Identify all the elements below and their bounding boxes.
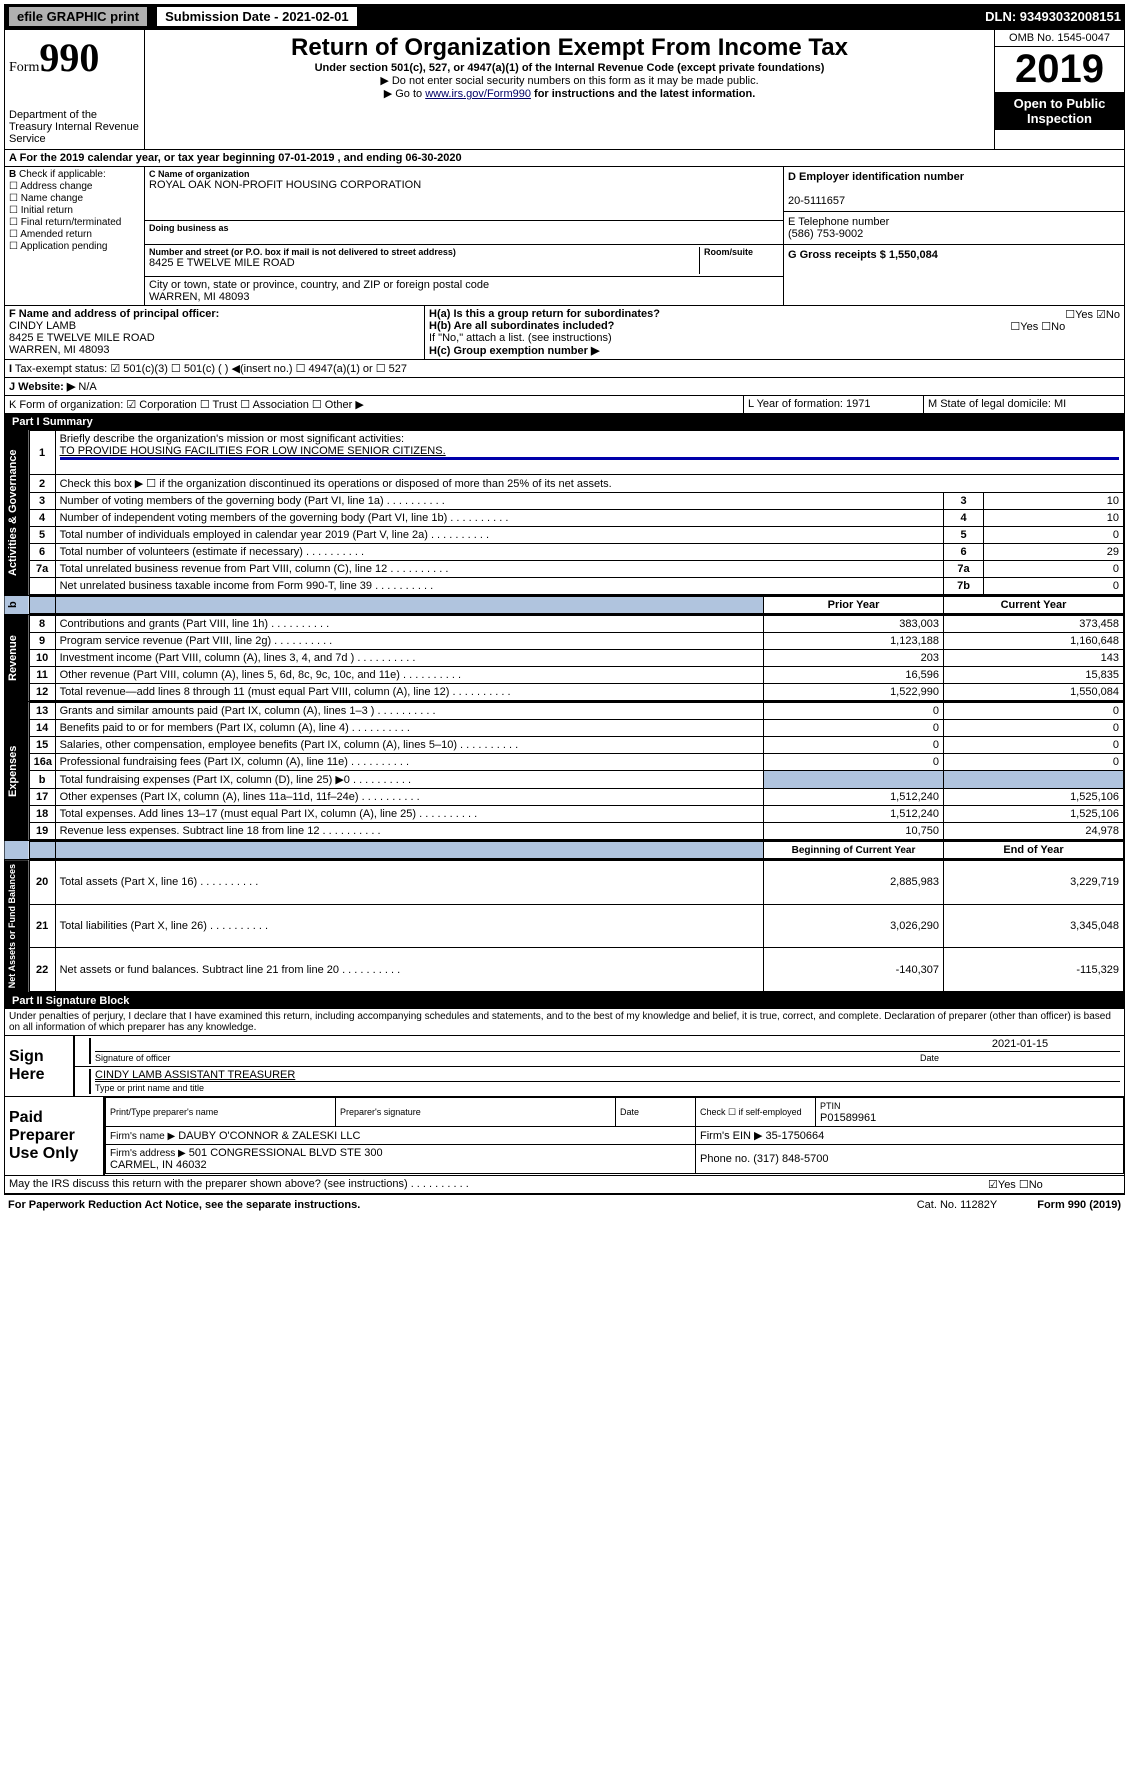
officer-label: F Name and address of principal officer: xyxy=(9,308,219,320)
hb-note: If "No," attach a list. (see instruction… xyxy=(429,332,1120,344)
ptin-label: PTIN xyxy=(820,1101,841,1111)
form-note-2b: for instructions and the latest informat… xyxy=(534,88,755,100)
form-note-1: ▶ Do not enter social security numbers o… xyxy=(149,74,990,87)
phone-label: E Telephone number xyxy=(788,216,889,228)
sidetab-governance: Activities & Governance xyxy=(5,430,29,595)
hc-label: H(c) Group exemption number ▶ xyxy=(429,345,599,357)
prep-name-label: Print/Type preparer's name xyxy=(110,1107,218,1117)
firm-name: DAUBY O'CONNOR & ZALESKI LLC xyxy=(178,1130,360,1142)
paid-preparer-label: Paid Preparer Use Only xyxy=(5,1097,105,1175)
officer-addr1: 8425 E TWELVE MILE ROAD xyxy=(9,332,155,344)
discuss-label: May the IRS discuss this return with the… xyxy=(9,1178,469,1190)
sig-date: 2021-01-15 xyxy=(920,1038,1120,1052)
col-end: End of Year xyxy=(944,842,1124,859)
period-line: A For the 2019 calendar year, or tax yea… xyxy=(5,150,1124,166)
discuss-answer[interactable]: ☑Yes ☐No xyxy=(984,1176,1124,1193)
chk-initial[interactable]: Initial return xyxy=(9,205,140,216)
sidetab-expenses: Expenses xyxy=(5,702,29,840)
sig-name: CINDY LAMB ASSISTANT TREASURER xyxy=(95,1069,295,1081)
ptin-value: P01589961 xyxy=(820,1112,876,1124)
form-header: Form990 Department of the Treasury Inter… xyxy=(4,29,1125,150)
org-city: WARREN, MI 48093 xyxy=(149,291,779,303)
pra-notice: For Paperwork Reduction Act Notice, see … xyxy=(8,1199,360,1211)
section-b: B Check if applicable: Address change Na… xyxy=(5,167,145,305)
top-bar: efile GRAPHIC print Submission Date - 20… xyxy=(4,4,1125,29)
sig-officer-label: Signature of officer xyxy=(95,1053,170,1063)
hb-answer[interactable]: ☐Yes ☐No xyxy=(1010,320,1065,333)
tax-status-opts[interactable]: ☑ 501(c)(3) ☐ 501(c) ( ) ◀(insert no.) ☐… xyxy=(110,363,407,375)
col-beginning: Beginning of Current Year xyxy=(764,842,944,859)
officer-name: CINDY LAMB xyxy=(9,320,76,332)
org-name-label: C Name of organization xyxy=(149,169,779,179)
form-number: 990 xyxy=(39,35,99,80)
officer-addr2: WARREN, MI 48093 xyxy=(9,344,109,356)
tax-status-label: Tax-exempt status: xyxy=(15,363,107,375)
year-formation: L Year of formation: 1971 xyxy=(744,396,924,413)
website-label: J Website: ▶ xyxy=(9,381,75,393)
dept-label: Department of the Treasury Internal Reve… xyxy=(9,109,140,145)
phone-value: (586) 753-9002 xyxy=(788,228,863,240)
prep-check[interactable]: Check ☐ if self-employed xyxy=(696,1098,816,1127)
firm-addr-label: Firm's address ▶ xyxy=(110,1148,186,1159)
hb-label: H(b) Are all subordinates included? xyxy=(429,320,614,332)
perjury-text: Under penalties of perjury, I declare th… xyxy=(4,1009,1125,1036)
submission-date: Submission Date - 2021-02-01 xyxy=(156,6,358,27)
chk-amended[interactable]: Amended return xyxy=(9,229,140,240)
col-prior: Prior Year xyxy=(764,597,944,614)
org-name: ROYAL OAK NON-PROFIT HOUSING CORPORATION xyxy=(149,179,779,191)
q1-value: TO PROVIDE HOUSING FACILITIES FOR LOW IN… xyxy=(60,445,446,457)
firm-phone: Phone no. (317) 848-5700 xyxy=(696,1145,1124,1174)
q2-label: Check this box ▶ ☐ if the organization d… xyxy=(55,475,1123,493)
ein-value: 20-5111657 xyxy=(788,195,845,207)
sidetab-spacer xyxy=(5,841,29,859)
prep-date-label: Date xyxy=(620,1107,639,1117)
firm-ein: Firm's EIN ▶ 35-1750664 xyxy=(696,1127,1124,1145)
sidetab-header-b: b xyxy=(5,596,29,614)
firm-name-label: Firm's name ▶ xyxy=(110,1131,175,1142)
form-of-org[interactable]: K Form of organization: ☑ Corporation ☐ … xyxy=(5,396,744,413)
chk-name[interactable]: Name change xyxy=(9,193,140,204)
sig-date-label: Date xyxy=(920,1053,939,1063)
q1-label: Briefly describe the organization's miss… xyxy=(60,433,404,445)
omb-number: OMB No. 1545-0047 xyxy=(995,30,1124,47)
col-current: Current Year xyxy=(944,597,1124,614)
org-address: 8425 E TWELVE MILE ROAD xyxy=(149,257,699,269)
sign-here-label: Sign Here xyxy=(5,1036,75,1096)
state-domicile: M State of legal domicile: MI xyxy=(924,396,1124,413)
sidetab-netassets: Net Assets or Fund Balances xyxy=(5,860,29,992)
cat-no: Cat. No. 11282Y xyxy=(917,1199,998,1211)
city-label: City or town, state or province, country… xyxy=(149,279,779,291)
form-link[interactable]: www.irs.gov/Form990 xyxy=(425,88,531,100)
form-prefix: Form xyxy=(9,60,39,75)
part1-header: Part I Summary xyxy=(4,414,1125,430)
chk-pending[interactable]: Application pending xyxy=(9,241,140,252)
ha-answer[interactable]: ☐Yes ☑No xyxy=(1065,308,1120,321)
form-title: Return of Organization Exempt From Incom… xyxy=(149,34,990,62)
form-subtitle: Under section 501(c), 527, or 4947(a)(1)… xyxy=(149,62,990,74)
chk-address[interactable]: Address change xyxy=(9,181,140,192)
addr-label: Number and street (or P.O. box if mail i… xyxy=(149,247,699,257)
chk-final[interactable]: Final return/terminated xyxy=(9,217,140,228)
dln: DLN: 93493032008151 xyxy=(985,9,1121,24)
open-inspection: Open to Public Inspection xyxy=(995,92,1124,130)
ein-label: D Employer identification number xyxy=(788,171,964,183)
prep-sig-label: Preparer's signature xyxy=(340,1107,421,1117)
website-value: N/A xyxy=(78,381,96,393)
form-note-2a: ▶ Go to xyxy=(384,88,425,100)
sig-type-label: Type or print name and title xyxy=(95,1083,204,1093)
efile-button[interactable]: efile GRAPHIC print xyxy=(8,6,148,27)
tax-year: 2019 xyxy=(995,47,1124,92)
part2-header: Part II Signature Block xyxy=(4,993,1125,1009)
dba-label: Doing business as xyxy=(149,223,779,233)
form-footer: Form 990 (2019) xyxy=(1037,1199,1121,1211)
gross-receipts: G Gross receipts $ 1,550,084 xyxy=(788,249,938,261)
room-label: Room/suite xyxy=(704,247,779,257)
sidetab-revenue: Revenue xyxy=(5,615,29,701)
ha-label: H(a) Is this a group return for subordin… xyxy=(429,308,660,320)
